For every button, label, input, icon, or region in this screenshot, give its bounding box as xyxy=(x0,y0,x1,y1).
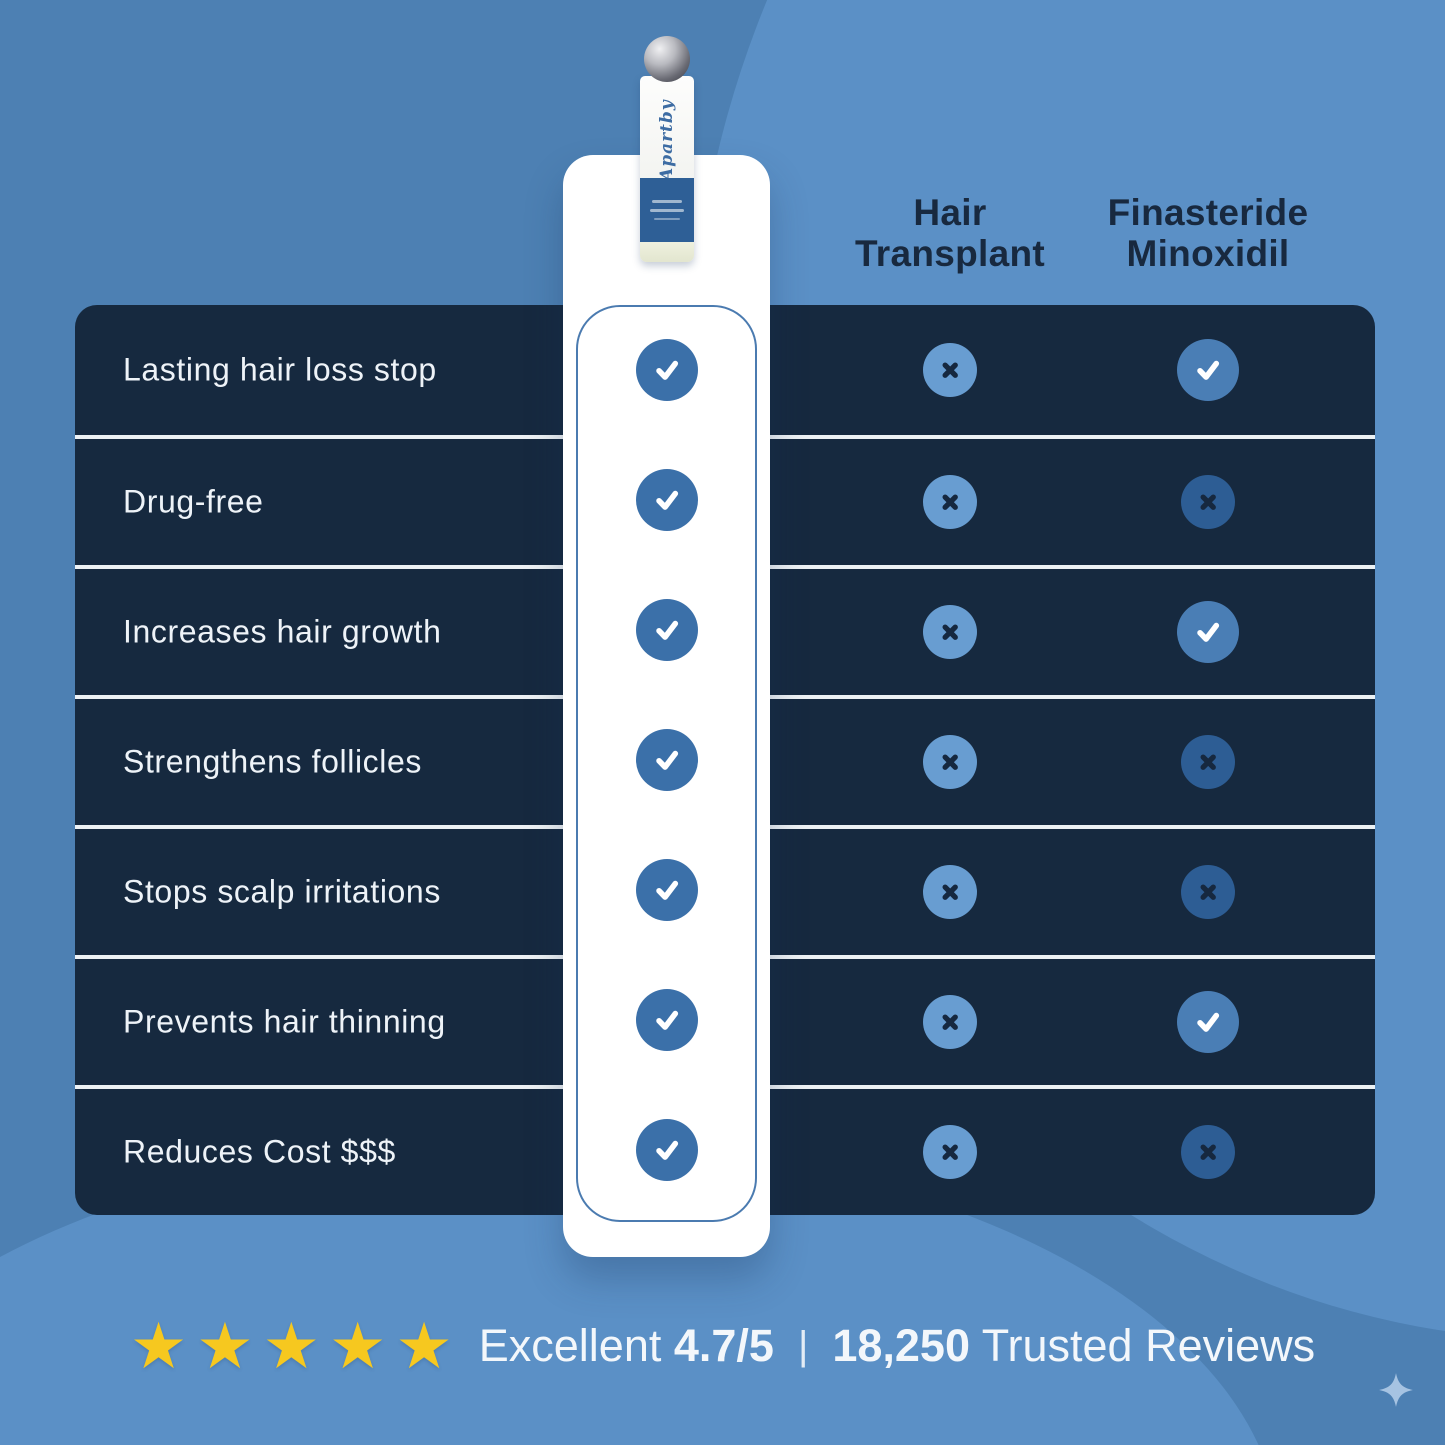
hair-transplant-cell xyxy=(923,865,977,919)
star-rating: ★ ★ ★ ★ ★ xyxy=(130,1314,453,1378)
check-icon xyxy=(635,339,698,401)
roller-ball xyxy=(644,36,690,82)
hair-transplant-cell xyxy=(923,995,977,1049)
check-icon xyxy=(635,989,698,1051)
star-icon: ★ xyxy=(262,1310,320,1382)
cross-icon xyxy=(1181,1125,1235,1179)
check-icon xyxy=(635,599,698,661)
bottle-body: Apartby xyxy=(640,76,694,262)
cross-icon xyxy=(923,995,977,1049)
header-line: Minoxidil xyxy=(1126,233,1290,275)
cross-icon xyxy=(923,865,977,919)
finasteride-cell xyxy=(1181,475,1235,529)
product-card xyxy=(563,155,770,1257)
rating-value: 4.7/5 xyxy=(673,1320,774,1371)
check-icon xyxy=(1177,991,1239,1053)
cross-icon xyxy=(923,605,977,659)
product-cell xyxy=(635,859,698,921)
cross-icon xyxy=(923,343,977,397)
bottle-glass xyxy=(640,242,694,262)
check-icon xyxy=(635,859,698,921)
hair-transplant-column-header: Hair Transplant xyxy=(820,192,1080,275)
check-icon xyxy=(1177,339,1239,401)
product-card-outline xyxy=(576,305,757,1222)
sparkle-icon xyxy=(1379,1373,1413,1407)
rating-text: Excellent 4.7/5 xyxy=(479,1320,774,1372)
feature-label: Prevents hair thinning xyxy=(123,1003,446,1040)
rating-prefix: Excellent xyxy=(478,1320,662,1371)
product-cell xyxy=(635,599,698,661)
star-icon: ★ xyxy=(129,1310,188,1382)
feature-label: Strengthens follicles xyxy=(123,743,422,780)
cross-icon xyxy=(1181,735,1235,789)
finasteride-column-header: Finasteride Minoxidil xyxy=(1060,192,1356,275)
hair-transplant-cell xyxy=(923,475,977,529)
star-icon: ★ xyxy=(395,1310,453,1382)
cross-icon xyxy=(1181,475,1235,529)
header-line: Transplant xyxy=(854,233,1046,275)
hair-transplant-cell xyxy=(923,343,977,397)
finasteride-cell xyxy=(1181,1125,1235,1179)
feature-label: Stops scalp irritations xyxy=(123,873,441,910)
star-icon: ★ xyxy=(196,1310,254,1382)
bottle-label xyxy=(640,178,694,242)
product-cell xyxy=(635,469,698,531)
product-cell xyxy=(635,729,698,791)
header-line: Finasteride xyxy=(1107,192,1309,233)
check-icon xyxy=(1177,601,1239,663)
separator-pipe: | xyxy=(797,1323,809,1368)
hair-transplant-cell xyxy=(923,605,977,659)
check-icon xyxy=(635,469,698,531)
rating-footer: ★ ★ ★ ★ ★ Excellent 4.7/5 | 18,250 Trusted R… xyxy=(0,1298,1445,1394)
finasteride-cell xyxy=(1181,735,1235,789)
cross-icon xyxy=(1181,865,1235,919)
check-icon xyxy=(635,729,698,791)
brand-name: Apartby xyxy=(657,99,677,181)
feature-label: Lasting hair loss stop xyxy=(123,351,437,388)
finasteride-cell xyxy=(1177,601,1239,663)
star-icon: ★ xyxy=(329,1310,387,1382)
header-line: Hair xyxy=(913,192,987,233)
check-icon xyxy=(635,1119,698,1181)
product-bottle: Apartby xyxy=(635,36,699,262)
reviews-count: 18,250 xyxy=(832,1320,970,1371)
hair-transplant-cell xyxy=(923,735,977,789)
finasteride-cell xyxy=(1177,339,1239,401)
feature-label: Increases hair growth xyxy=(123,613,442,650)
reviews-label: Trusted Reviews xyxy=(981,1320,1316,1371)
cross-icon xyxy=(923,475,977,529)
cross-icon xyxy=(923,1125,977,1179)
reviews-text: 18,250 Trusted Reviews xyxy=(832,1320,1315,1372)
feature-label: Drug-free xyxy=(123,483,264,520)
product-cell xyxy=(635,989,698,1051)
hair-transplant-cell xyxy=(923,1125,977,1179)
finasteride-cell xyxy=(1177,991,1239,1053)
product-cell xyxy=(635,339,698,401)
feature-label: Reduces Cost $$$ xyxy=(123,1133,396,1170)
finasteride-cell xyxy=(1181,865,1235,919)
product-cell xyxy=(635,1119,698,1181)
cross-icon xyxy=(923,735,977,789)
